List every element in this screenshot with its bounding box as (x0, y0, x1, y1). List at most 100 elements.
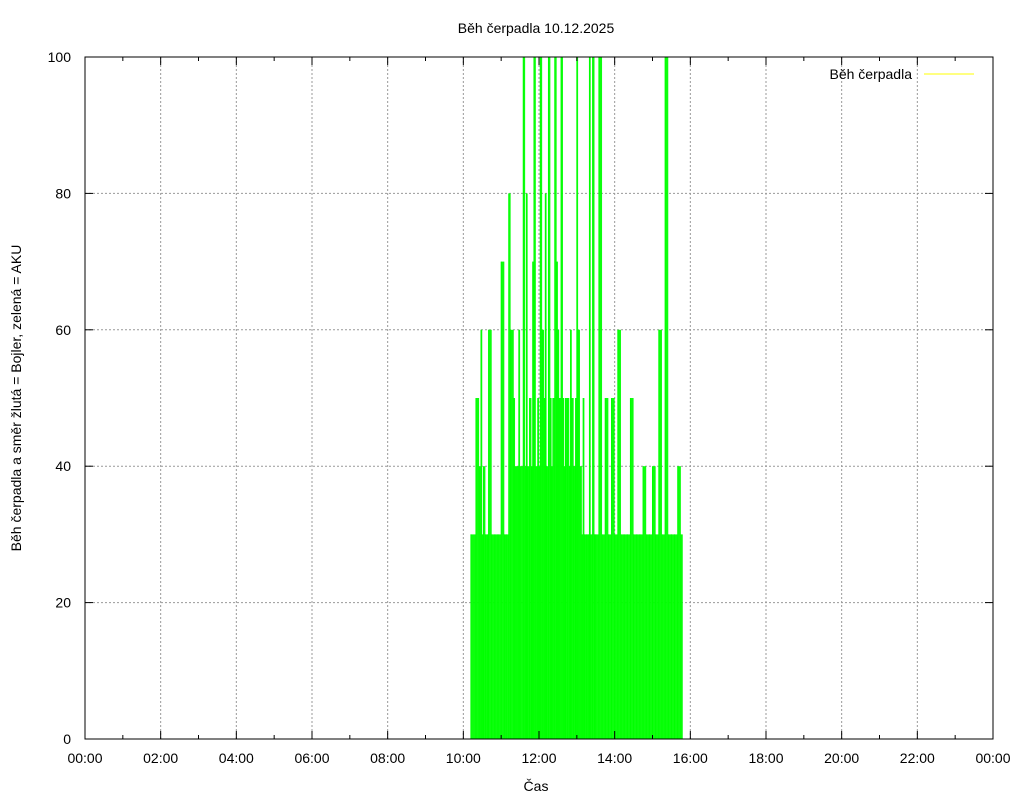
bar (494, 534, 499, 739)
bar (527, 466, 530, 739)
y-tick-label: 0 (63, 731, 71, 747)
bar (674, 534, 678, 739)
bar (539, 466, 541, 739)
bar (579, 466, 582, 739)
bar (594, 534, 596, 739)
bar (590, 534, 593, 739)
bar (523, 57, 526, 739)
bar (564, 466, 566, 739)
bar (559, 398, 562, 739)
bar (531, 466, 533, 739)
bar (544, 398, 546, 739)
bar (561, 57, 563, 739)
bar (652, 466, 656, 739)
ticks (84, 56, 994, 740)
x-tick-label: 20:00 (824, 750, 859, 766)
bar (620, 534, 625, 739)
y-tick-label: 20 (55, 595, 71, 611)
bar (643, 466, 647, 739)
y-tick-label: 80 (55, 185, 71, 201)
bar (510, 329, 514, 739)
bar (532, 261, 534, 739)
bar (633, 534, 637, 739)
bar (488, 329, 492, 739)
x-tick-label: 10:00 (446, 750, 481, 766)
bar (571, 398, 574, 739)
bar (614, 534, 618, 739)
bar (479, 466, 481, 739)
bar (573, 466, 576, 739)
bar (649, 534, 653, 739)
bar (578, 329, 580, 739)
legend-label: Běh čerpadla (829, 66, 912, 82)
bar (525, 466, 527, 739)
bar (545, 193, 547, 739)
bar (504, 534, 507, 739)
bar (537, 398, 539, 739)
bar (661, 534, 666, 739)
bar (588, 534, 590, 739)
y-tick-label: 60 (55, 322, 71, 338)
bar (576, 57, 579, 739)
tick-labels: 00:00 02:00 04:00 06:00 08:00 10:00 12:00 14:00… (48, 49, 1011, 766)
bar (655, 534, 659, 739)
bar (611, 398, 615, 739)
bar (546, 466, 549, 739)
bar (556, 261, 558, 739)
bar (608, 534, 612, 739)
bar (513, 398, 516, 739)
y-axis-title: Běh čerpadla a směr žlutá = Bojler, zele… (8, 245, 24, 552)
bar (557, 329, 560, 739)
bar (554, 57, 557, 739)
x-tick-label: 02:00 (143, 750, 178, 766)
bar (584, 534, 587, 739)
bar (677, 466, 681, 739)
bar (624, 534, 628, 739)
bar (533, 57, 536, 739)
x-tick-label: 08:00 (370, 750, 405, 766)
bar (592, 57, 595, 739)
bar (680, 534, 683, 739)
bar (516, 466, 519, 739)
grid (85, 57, 993, 739)
bar (551, 466, 553, 739)
bar (595, 534, 599, 739)
bar (529, 398, 532, 739)
bar (501, 261, 505, 739)
bar (567, 398, 570, 739)
bar (570, 329, 572, 739)
bar (671, 534, 675, 739)
bar (491, 534, 495, 739)
bar (535, 466, 538, 739)
bar (480, 329, 483, 739)
x-tick-label: 06:00 (294, 750, 329, 766)
legend: Běh čerpadla (829, 66, 974, 82)
bar (589, 57, 591, 739)
bar (598, 57, 603, 739)
bar (583, 398, 585, 739)
bar (575, 398, 577, 739)
bar (605, 398, 609, 739)
x-tick-label: 14:00 (597, 750, 632, 766)
bar (550, 398, 552, 739)
x-tick-label: 18:00 (748, 750, 783, 766)
bar (508, 193, 511, 739)
bar (581, 534, 584, 739)
bar (548, 57, 551, 739)
bar (658, 329, 662, 739)
bar (542, 329, 545, 739)
bar (540, 57, 543, 739)
bar (483, 466, 486, 739)
bar (617, 329, 621, 739)
x-tick-label: 00:00 (67, 750, 102, 766)
bar (518, 329, 521, 739)
bar (485, 534, 488, 739)
x-tick-label: 22:00 (900, 750, 935, 766)
bar (569, 466, 571, 739)
bar (552, 398, 555, 739)
x-tick-label: 00:00 (975, 750, 1010, 766)
bar (639, 534, 644, 739)
bar (526, 193, 528, 739)
y-tick-label: 40 (55, 458, 71, 474)
